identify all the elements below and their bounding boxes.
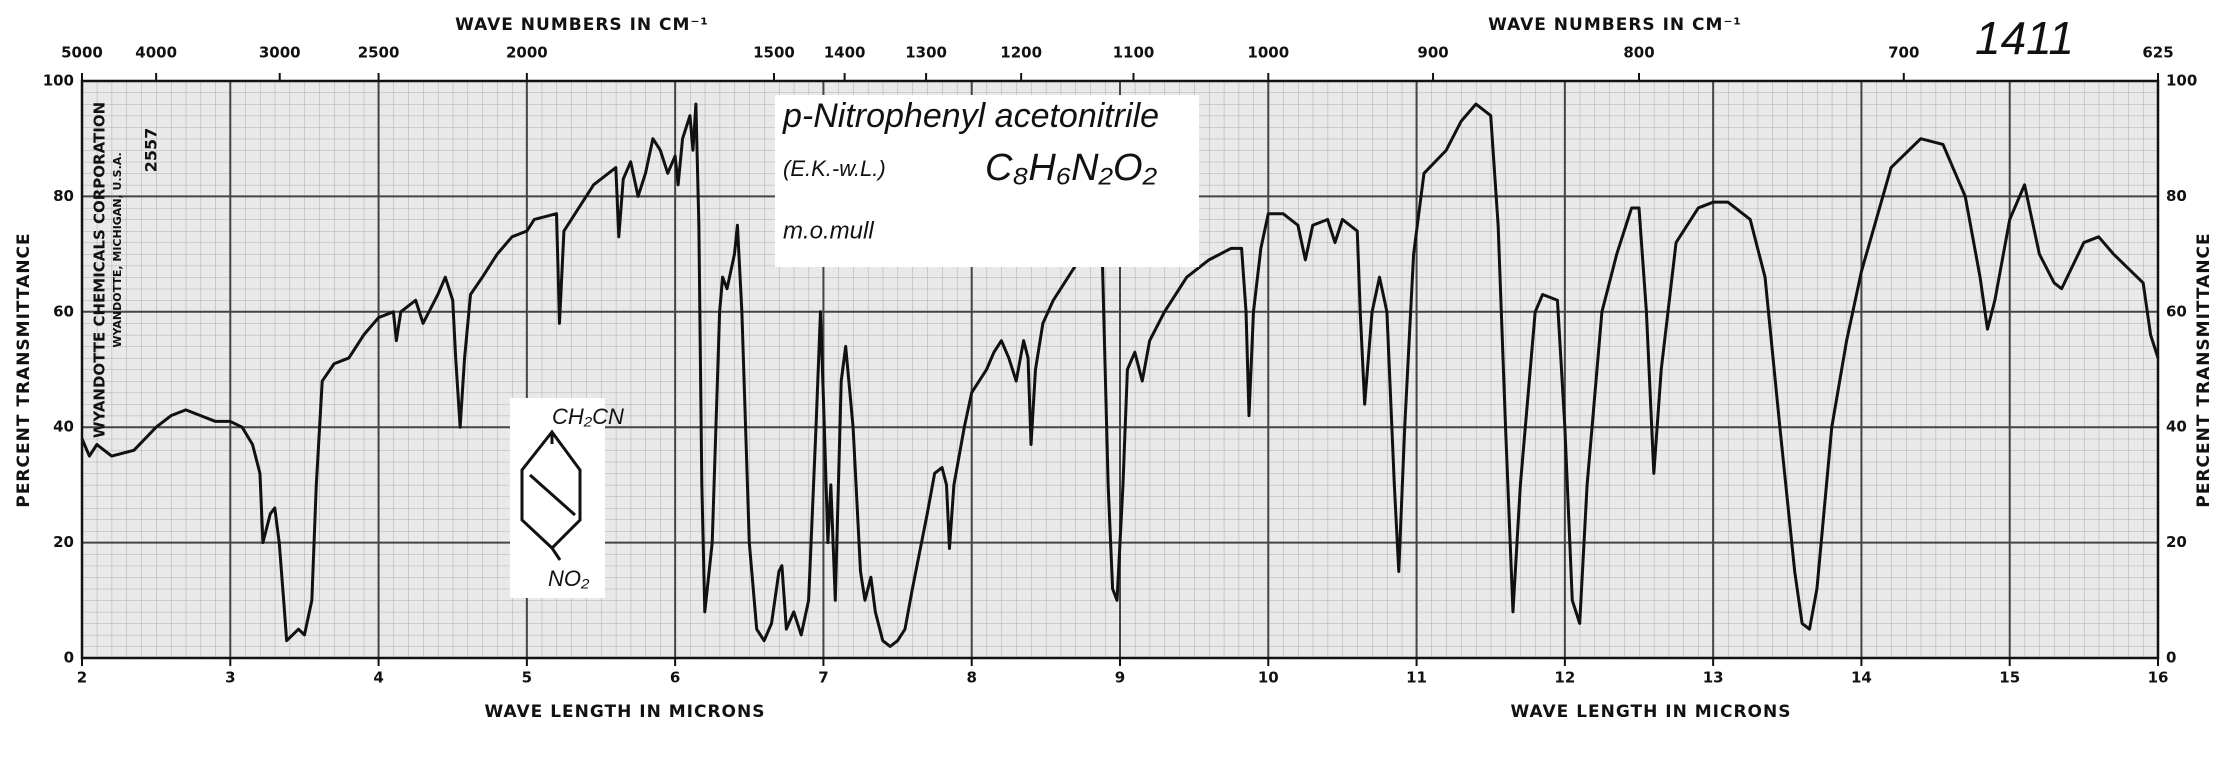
source: (E.K.-w.L.) xyxy=(783,156,886,181)
x-tick-label: 8 xyxy=(966,669,976,687)
x-tick-label: 12 xyxy=(1554,669,1575,687)
x2-tick-label: 625 xyxy=(2142,44,2173,62)
y2-tick-label: 20 xyxy=(2166,533,2187,551)
x-tick-label: 6 xyxy=(670,669,680,687)
y-tick-label: 40 xyxy=(53,418,74,436)
x2-tick-label: 1100 xyxy=(1113,44,1155,62)
y-tick-label: 20 xyxy=(53,533,74,551)
x-tick-label: 11 xyxy=(1406,669,1427,687)
x2-tick-label: 1500 xyxy=(753,44,795,62)
y-tick-label: 80 xyxy=(53,187,74,205)
spectrum-line xyxy=(80,102,2160,648)
y2-tick-label: 0 xyxy=(2166,649,2176,667)
x2-tick-label: 1400 xyxy=(824,44,866,62)
catalog-number: 1411 xyxy=(1975,12,2074,64)
y-tick-label: 60 xyxy=(53,302,74,320)
stamp-line: WYANDOTTE, MICHIGAN, U.S.A. xyxy=(111,152,124,347)
stamp-line: WYANDOTTE CHEMICALS CORPORATION xyxy=(91,102,109,438)
x-tick-label: 16 xyxy=(2148,669,2169,687)
x-tick-label: 10 xyxy=(1258,669,1279,687)
structure-label: NO₂ xyxy=(548,566,590,591)
x-axis-title: WAVE LENGTH IN MICRONS xyxy=(485,702,766,722)
x2-tick-label: 1000 xyxy=(1247,44,1289,62)
compound-name: p-Nitrophenyl acetonitrile xyxy=(782,97,1159,135)
x-tick-label: 4 xyxy=(373,669,383,687)
y-tick-label: 100 xyxy=(43,72,74,90)
x-tick-label: 7 xyxy=(818,669,828,687)
y2-axis-title: PERCENT TRANSMITTANCE xyxy=(2194,232,2214,507)
x2-tick-label: 5000 xyxy=(61,44,103,62)
structure-label: CH₂CN xyxy=(552,404,624,429)
sample-prep: m.o.mull xyxy=(783,217,874,244)
y2-tick-label: 40 xyxy=(2166,418,2187,436)
x2-tick-label: 2500 xyxy=(358,44,400,62)
y-tick-label: 0 xyxy=(64,649,74,667)
y-axis-title: PERCENT TRANSMITTANCE xyxy=(14,232,34,507)
x-axis-title: WAVE LENGTH IN MICRONS xyxy=(1511,702,1792,722)
x2-tick-label: 700 xyxy=(1888,44,1919,62)
structure: CH₂CN NO₂ xyxy=(510,398,624,598)
y2-tick-label: 80 xyxy=(2166,187,2187,205)
x2-tick-label: 800 xyxy=(1623,44,1654,62)
x-tick-label: 14 xyxy=(1851,669,1872,687)
stamp-number: 2557 xyxy=(142,128,161,173)
x2-tick-label: 3000 xyxy=(259,44,301,62)
x2-axis-title: WAVE NUMBERS IN CM⁻¹ xyxy=(1488,15,1742,35)
x-tick-label: 5 xyxy=(522,669,532,687)
formula: C₈H₆N₂O₂ xyxy=(985,147,1158,189)
x2-tick-label: 1200 xyxy=(1000,44,1042,62)
y2-tick-label: 100 xyxy=(2166,72,2197,90)
x-tick-label: 13 xyxy=(1703,669,1724,687)
label-patch xyxy=(775,95,1199,267)
x-tick-label: 2 xyxy=(77,669,87,687)
x2-tick-label: 4000 xyxy=(135,44,177,62)
y2-tick-label: 60 xyxy=(2166,302,2187,320)
x-tick-label: 3 xyxy=(225,669,235,687)
x2-tick-label: 1300 xyxy=(905,44,947,62)
x-tick-label: 9 xyxy=(1115,669,1125,687)
x-tick-label: 15 xyxy=(1999,669,2020,687)
x2-tick-label: 2000 xyxy=(506,44,548,62)
plot-frame xyxy=(80,79,2160,660)
x2-axis-title: WAVE NUMBERS IN CM⁻¹ xyxy=(455,15,709,35)
stamp: WYANDOTTE CHEMICALS CORPORATION WYANDOTT… xyxy=(91,102,161,438)
x2-tick-label: 900 xyxy=(1417,44,1448,62)
